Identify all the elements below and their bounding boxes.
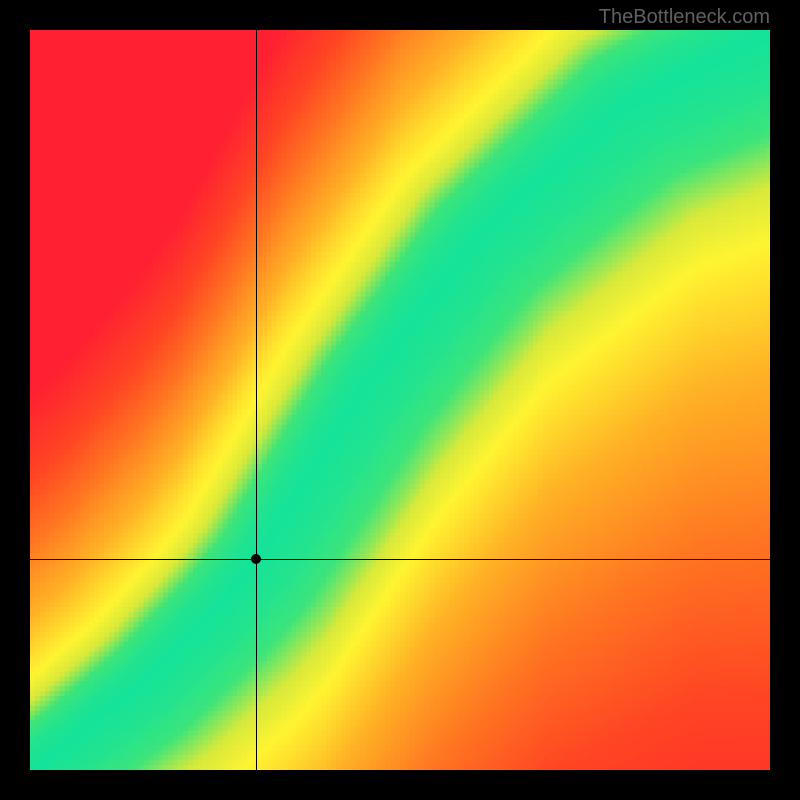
heatmap-canvas bbox=[30, 30, 770, 770]
crosshair-marker-dot bbox=[251, 554, 261, 564]
watermark-text: TheBottleneck.com bbox=[599, 6, 770, 29]
crosshair-horizontal-line bbox=[30, 559, 770, 560]
heatmap-plot-area bbox=[30, 30, 770, 770]
crosshair-vertical-line bbox=[256, 30, 257, 770]
